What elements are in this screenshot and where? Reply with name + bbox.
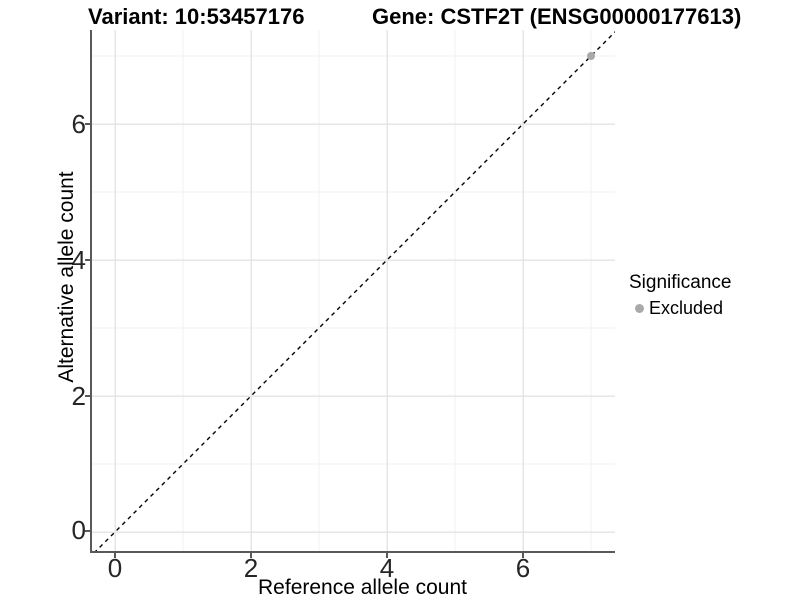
- x-tick-2: [250, 553, 252, 558]
- minor-gridlines: [92, 30, 615, 552]
- x-tick-label-4: 4: [379, 553, 395, 583]
- x-axis-line: [90, 551, 615, 553]
- legend: Significance Excluded: [628, 272, 731, 319]
- data-point-excluded: [587, 52, 595, 60]
- y-axis-line: [90, 30, 92, 553]
- x-tick-label-0: 0: [107, 553, 123, 583]
- plot-panel: [92, 30, 617, 554]
- x-tick-label-2: 2: [243, 553, 259, 583]
- y-tick-label-4: 4: [71, 245, 86, 275]
- y-tick-0: [85, 530, 90, 532]
- major-gridlines: [92, 30, 615, 552]
- x-axis-title: Reference allele count: [258, 576, 467, 599]
- plot-canvas: [92, 30, 617, 554]
- y-tick-label-6: 6: [71, 109, 86, 139]
- legend-item-excluded: Excluded: [628, 298, 731, 319]
- plot-title-variant: Variant: 10:53457176: [88, 4, 305, 29]
- x-tick-0: [114, 553, 116, 558]
- legend-title: Significance: [629, 272, 732, 293]
- x-tick-6: [522, 553, 524, 558]
- y-tick-6: [85, 123, 90, 125]
- plot-title-gene: Gene: CSTF2T (ENSG00000177613): [372, 4, 742, 29]
- x-tick-4: [386, 553, 388, 558]
- x-tick-label-6: 6: [515, 553, 531, 583]
- y-tick-2: [85, 395, 90, 397]
- y-tick-label-2: 2: [71, 381, 86, 411]
- legend-item-label: Excluded: [649, 298, 724, 318]
- y-axis-title: Alternative allele count: [55, 171, 78, 383]
- identity-reference-line: [93, 30, 617, 554]
- y-tick-label-0: 0: [71, 515, 86, 545]
- excluded-point-icon: [635, 304, 644, 313]
- y-tick-4: [85, 259, 90, 261]
